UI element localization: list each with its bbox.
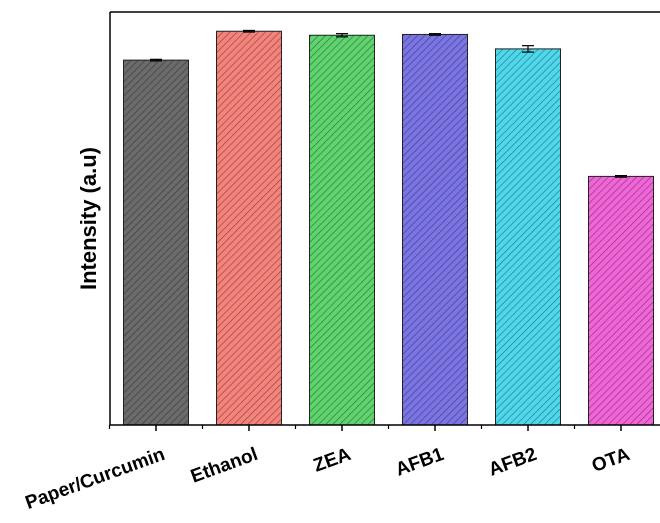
x-ticks-group xyxy=(108,425,622,431)
bar-ota xyxy=(588,175,654,426)
error-bar-ethanol xyxy=(243,29,255,33)
bar-afb2 xyxy=(495,48,561,426)
x-tick-label: AFB1 xyxy=(393,444,447,481)
x-tick-label: Paper/Curcumin xyxy=(23,444,168,514)
bar-ethanol xyxy=(216,30,282,426)
error-bars-group xyxy=(150,29,627,178)
error-bar-afb2 xyxy=(522,45,534,53)
y-axis-label: Intensity (a.u) xyxy=(76,147,101,290)
x-tick-label: Ethanol xyxy=(188,444,261,488)
x-tick-label: AFB2 xyxy=(486,444,540,481)
error-bar-paper-curcumin xyxy=(150,58,162,62)
error-bar-zea xyxy=(336,33,348,38)
bar-zea xyxy=(309,34,375,426)
bar-paper-curcumin xyxy=(123,59,189,426)
bars-group xyxy=(123,30,654,426)
error-bar-ota xyxy=(615,174,627,178)
error-bar-afb1 xyxy=(429,33,441,36)
x-tick-label: OTA xyxy=(589,444,633,477)
x-tick-label: ZEA xyxy=(311,444,354,477)
x-tick-labels-group: Paper/Curcumin Ethanol ZEA AFB1 AFB2 OTA xyxy=(23,444,633,514)
bar-afb1 xyxy=(402,33,468,426)
